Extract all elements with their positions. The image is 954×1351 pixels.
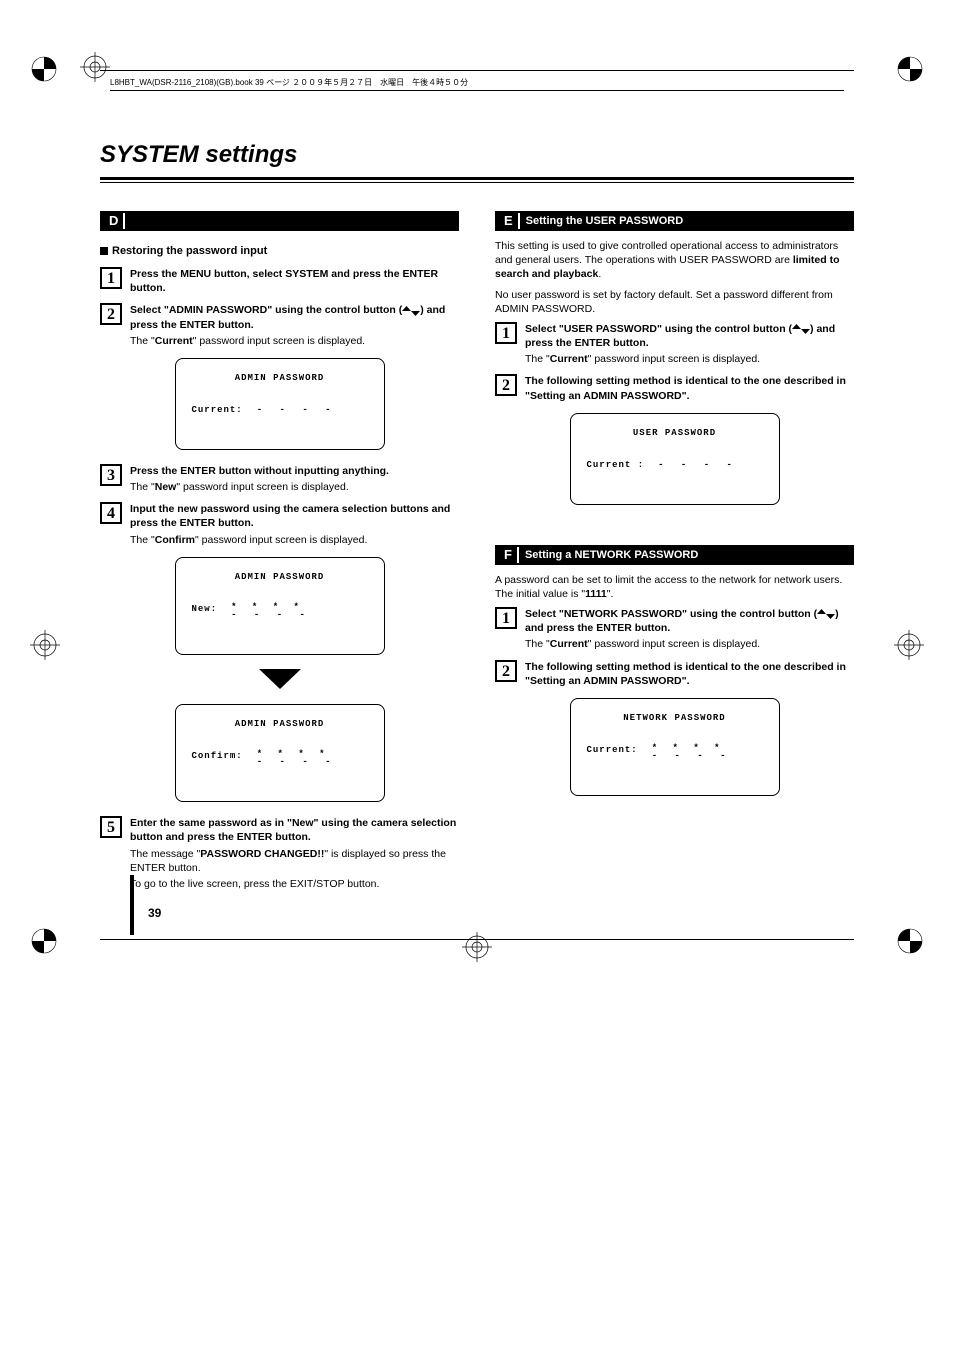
title-rule [100,177,854,180]
section-e-intro2: No user password is set by factory defau… [495,288,854,316]
screen-field-value: * * * * - - - - [257,751,337,767]
step-text: Input the new password using the camera … [130,502,459,530]
section-title: Setting the USER PASSWORD [526,215,683,227]
screen-field-label: Confirm: [192,751,243,767]
section-f-bar: F Setting a NETWORK PASSWORD [495,545,854,565]
step-row: 1 Select "USER PASSWORD" using the contr… [495,322,854,367]
step-text: Select "ADMIN PASSWORD" using the contro… [130,303,459,331]
crop-mark-icon [30,927,58,955]
section-e-bar: E Setting the USER PASSWORD [495,211,854,231]
step-row: 5 Enter the same password as in "New" us… [100,816,459,891]
section-d-bar: D [100,211,459,231]
step-note: The "New" password input screen is displ… [130,480,389,494]
screen-field-value: - - - - [257,405,337,415]
step-row: 4 Input the new password using the camer… [100,502,459,547]
registration-mark-icon [80,52,110,82]
crop-mark-icon [30,55,58,83]
step-row: 2 The following setting method is identi… [495,660,854,688]
step-row: 1 Select "NETWORK PASSWORD" using the co… [495,607,854,652]
step-row: 1 Press the MENU button, select SYSTEM a… [100,267,459,295]
section-letter: D [104,213,125,229]
step-number: 3 [100,464,122,486]
section-title: Setting a NETWORK PASSWORD [525,549,698,561]
screen-field-label: New: [192,604,218,620]
print-header-strip: L8HBT_WA(DSR-2116_2108)(GB).book 39 ページ … [110,77,844,91]
restoring-subhead: Restoring the password input [100,245,459,257]
page-title: SYSTEM settings [100,141,854,169]
step-note: The message "PASSWORD CHANGED!!" is disp… [130,847,459,875]
screen-field-label: Current: [587,745,638,761]
square-bullet-icon [100,247,108,255]
step-text: The following setting method is identica… [525,660,854,688]
step-number: 4 [100,502,122,524]
screen-title: USER PASSWORD [587,428,763,438]
registration-mark-icon [462,932,492,962]
up-down-icon [402,306,420,316]
step-note: To go to the live screen, press the EXIT… [130,877,459,891]
step-row: 2 The following setting method is identi… [495,374,854,402]
step-note: The "Current" password input screen is d… [525,637,854,651]
step-note: The "Current" password input screen is d… [525,352,854,366]
title-rule-thin [100,182,854,183]
step-number: 1 [495,322,517,344]
left-column: D Restoring the password input 1 Press t… [100,211,459,899]
registration-mark-icon [30,630,60,660]
step-text: Select "USER PASSWORD" using the control… [525,322,854,350]
up-down-icon [792,324,810,334]
screen-field-value: - - - - [658,460,738,470]
step-number: 2 [100,303,122,325]
step-note: The "Confirm" password input screen is d… [130,533,459,547]
step-note: The "Current" password input screen is d… [130,334,459,348]
section-f-intro: A password can be set to limit the acces… [495,573,854,601]
screen-title: ADMIN PASSWORD [192,572,368,582]
step-number: 2 [495,374,517,396]
step-text: Select "NETWORK PASSWORD" using the cont… [525,607,854,635]
step-text: The following setting method is identica… [525,374,854,402]
step-text: Press the ENTER button without inputting… [130,464,389,478]
screen-field-label: Current: [192,405,243,415]
down-arrow-icon [100,669,459,694]
step-number: 5 [100,816,122,838]
screen-admin-current: ADMIN PASSWORD Current: - - - - [175,358,385,450]
step-row: 3 Press the ENTER button without inputti… [100,464,459,494]
section-e-intro: This setting is used to give controlled … [495,239,854,282]
registration-mark-icon [894,630,924,660]
screen-field-label: Current : [587,460,645,470]
right-column: E Setting the USER PASSWORD This setting… [495,211,854,899]
step-row: 2 Select "ADMIN PASSWORD" using the cont… [100,303,459,348]
screen-admin-new: ADMIN PASSWORD New: * * * * - - - - [175,557,385,655]
section-letter: E [499,213,520,229]
page-number: 39 [148,906,161,920]
screen-admin-confirm: ADMIN PASSWORD Confirm: * * * * - - - - [175,704,385,802]
step-number: 2 [495,660,517,682]
section-letter: F [499,547,519,563]
page-number-bar [130,875,134,935]
screen-network-current: NETWORK PASSWORD Current: * * * * - - - … [570,698,780,796]
screen-user-current: USER PASSWORD Current : - - - - [570,413,780,505]
step-text: Enter the same password as in "New" usin… [130,816,459,844]
screen-title: ADMIN PASSWORD [192,719,368,729]
step-number: 1 [495,607,517,629]
screen-title: NETWORK PASSWORD [587,713,763,723]
up-down-icon [817,609,835,619]
screen-title: ADMIN PASSWORD [192,373,368,383]
crop-mark-icon [896,55,924,83]
screen-field-value: * * * * - - - - [231,604,311,620]
screen-field-value: * * * * - - - - [652,745,732,761]
crop-mark-icon [896,927,924,955]
step-number: 1 [100,267,122,289]
step-text: Press the MENU button, select SYSTEM and… [130,267,459,295]
